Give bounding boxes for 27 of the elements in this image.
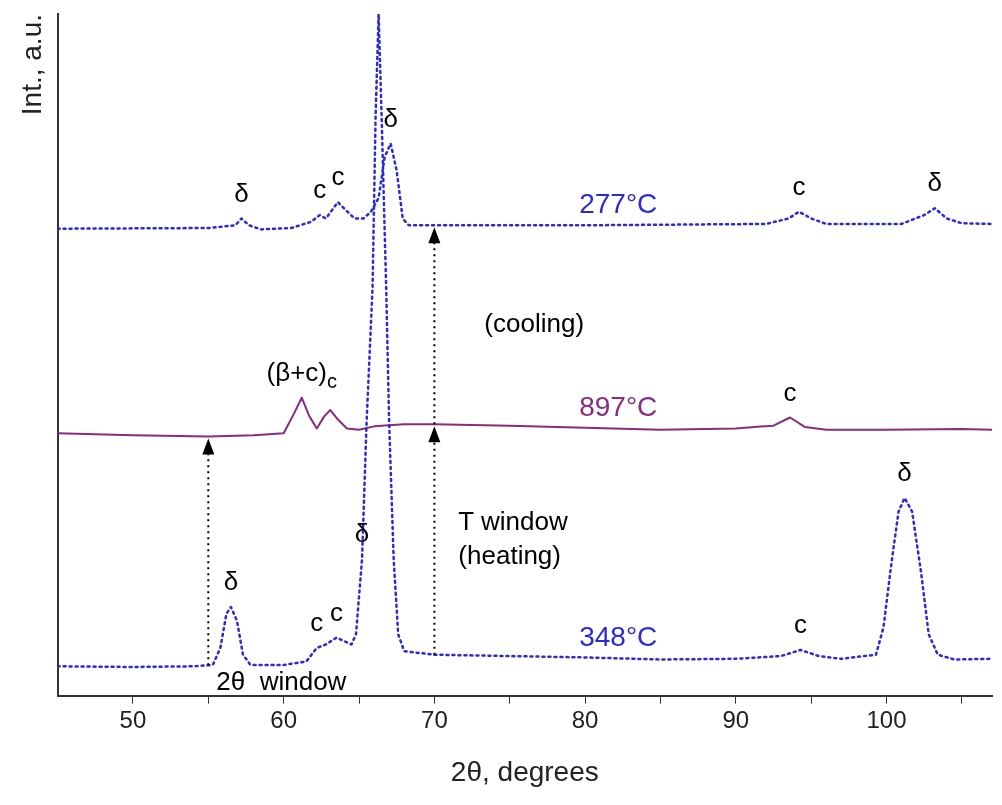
- series-label: 348°C: [579, 621, 658, 653]
- annotation: δ: [927, 167, 942, 198]
- annotation: δ: [234, 177, 249, 208]
- annotation: δ: [223, 566, 239, 597]
- y-axis-title: Int., a.u.: [15, 14, 47, 116]
- series-label: 277°C: [579, 187, 658, 219]
- annotation: c: [794, 609, 808, 640]
- x-tick-label: 80: [571, 705, 599, 733]
- annotation: c: [310, 607, 324, 638]
- annotation: δ: [897, 457, 912, 488]
- annotation: δ: [383, 102, 398, 133]
- annotation: c: [792, 170, 806, 201]
- x-tick-label: 50: [119, 705, 147, 733]
- x-tick-label: 70: [421, 705, 448, 733]
- x-axis-title: 2θ, degrees: [450, 755, 599, 787]
- series-label: 897°C: [579, 391, 658, 423]
- annotation: δ: [354, 518, 370, 549]
- annotation: c: [331, 161, 345, 192]
- annotation: c: [313, 174, 327, 205]
- ref-line-label: T window (heating): [458, 505, 568, 570]
- x-tick-label: 60: [270, 705, 298, 733]
- x-tick-label: 90: [722, 705, 750, 733]
- ref-line-label: 2θ window: [216, 666, 347, 697]
- annotation: c: [329, 596, 343, 627]
- annotation: (cooling): [484, 307, 585, 338]
- annotation: c: [783, 376, 797, 407]
- x-tick-label: 100: [866, 705, 907, 733]
